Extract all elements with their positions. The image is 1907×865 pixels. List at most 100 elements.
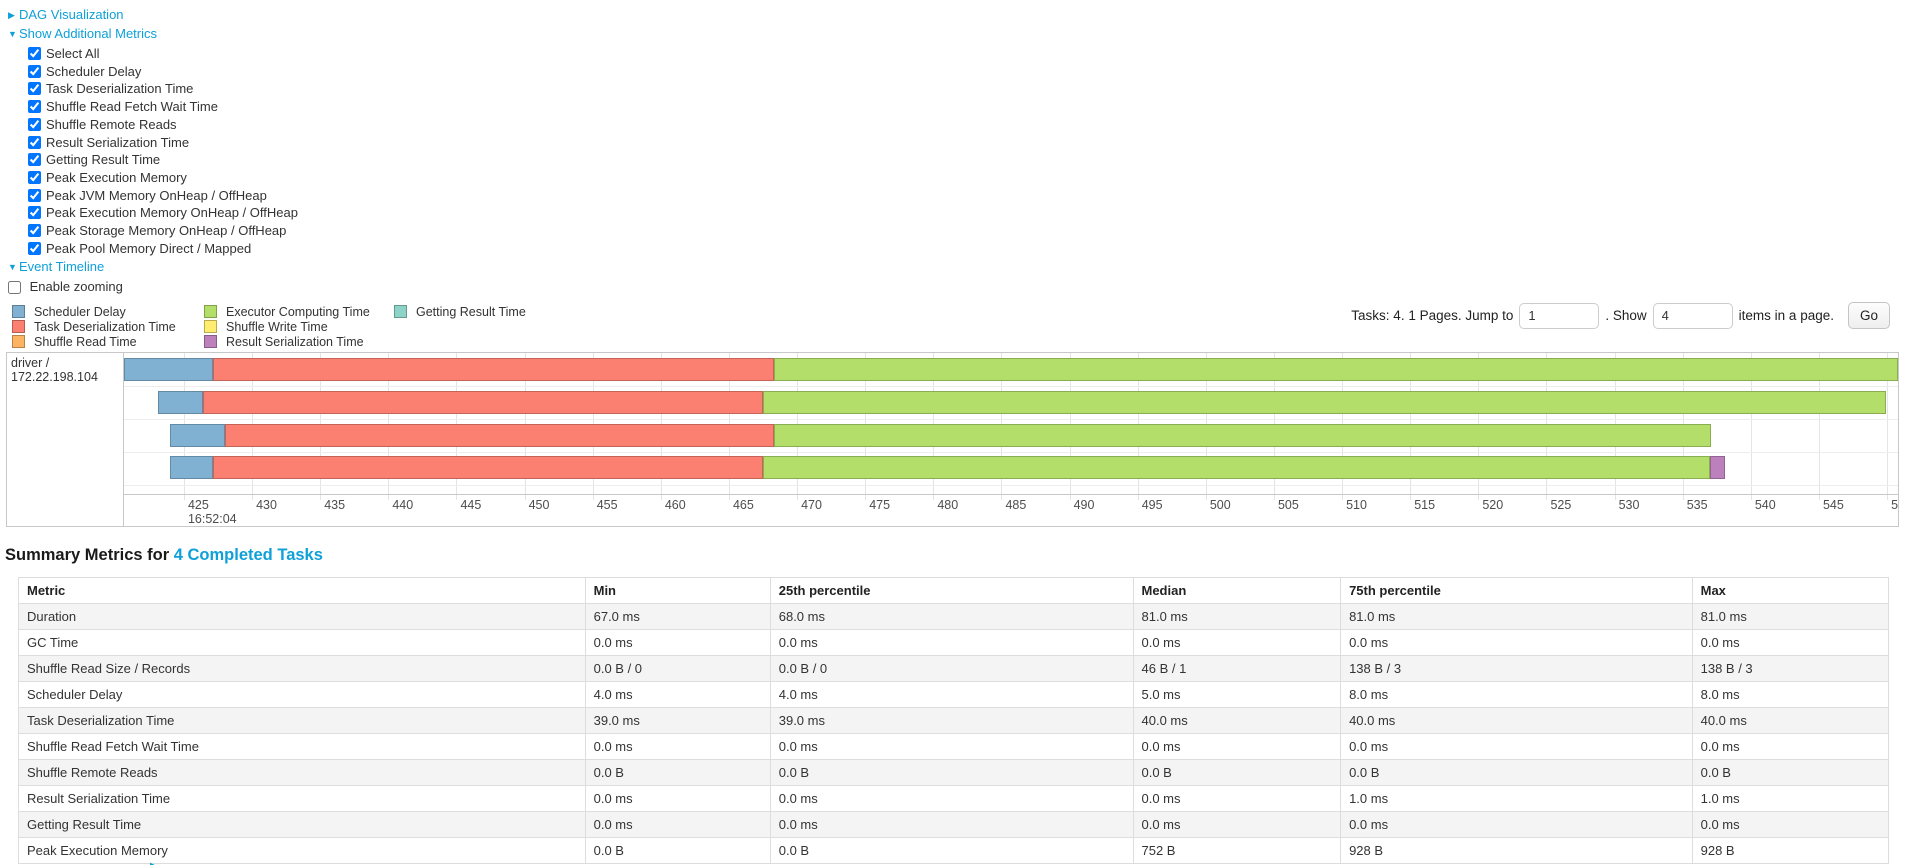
axis-gridline <box>1750 353 1752 501</box>
metric-value-cell: 0.0 B <box>584 837 771 865</box>
timeline-segment-task-deserialization-time[interactable] <box>212 456 763 480</box>
metric-checkbox[interactable] <box>28 64 41 78</box>
axis-tick-label: 475 <box>869 498 891 513</box>
metric-checkbox[interactable] <box>28 206 41 220</box>
axis-tick-label: 450 <box>528 498 550 513</box>
metric-value-cell: 0.0 ms <box>1340 811 1693 839</box>
metric-value-cell: 40.0 ms <box>1340 707 1693 735</box>
metric-checkbox[interactable] <box>28 100 41 114</box>
timeline-segment-task-deserialization-time[interactable] <box>203 391 764 415</box>
timeline-segment-scheduler-delay[interactable] <box>158 391 204 415</box>
legend-swatch <box>204 305 217 319</box>
timeline-segment-executor-computing-time[interactable] <box>773 424 1712 448</box>
metric-name-cell: GC Time <box>18 629 586 657</box>
jump-to-page-input[interactable] <box>1519 302 1600 329</box>
metric-checkbox-row: Peak Execution Memory OnHeap / OffHeap <box>28 204 1899 222</box>
metric-checkbox[interactable] <box>28 117 41 131</box>
legend-column: Getting Result Time <box>394 304 526 349</box>
enable-zooming-label: Enable zooming <box>29 279 123 295</box>
table-header-cell: Min <box>584 577 771 605</box>
metric-checkbox-row: Peak Pool Memory Direct / Mapped <box>28 240 1899 258</box>
metric-value-cell: 0.0 ms <box>1132 733 1342 761</box>
metric-checkbox-row: Getting Result Time <box>28 151 1899 169</box>
additional-metrics-checkbox-list: Select All Scheduler Delay Task Deserializ… <box>28 45 1899 257</box>
metric-value-cell: 0.0 B <box>769 759 1134 787</box>
metric-checkbox[interactable] <box>28 47 41 61</box>
timeline-segment-scheduler-delay[interactable] <box>124 358 213 382</box>
show-additional-metrics-label: Show Additional Metrics <box>19 26 158 41</box>
event-timeline-chart: driver / 172.22.198.104 425 430 435 440 445 4… <box>6 352 1899 528</box>
legend-label: Getting Result Time <box>416 304 526 319</box>
axis-tick-label: 545 <box>1822 498 1844 513</box>
metric-value-cell: 0.0 ms <box>769 785 1134 813</box>
axis-tick-label: 515 <box>1414 498 1436 513</box>
timeline-segment-result-serialization-time[interactable] <box>1709 456 1725 480</box>
row-separator <box>124 485 1898 487</box>
legend-item: Scheduler Delay <box>12 304 204 319</box>
metric-checkbox[interactable] <box>28 170 41 184</box>
controls-panel: ▶ DAG Visualization ▼ Show Additional Metr… <box>0 0 1907 296</box>
metric-value-cell: 0.0 ms <box>769 811 1134 839</box>
metric-checkbox-label: Shuffle Remote Reads <box>46 116 177 132</box>
metric-value-cell: 4.0 ms <box>769 681 1134 709</box>
metric-name-cell: Shuffle Read Fetch Wait Time <box>18 733 586 761</box>
timeline-segment-executor-computing-time[interactable] <box>763 391 1886 415</box>
metric-value-cell: 0.0 ms <box>1691 629 1890 657</box>
dag-visualization-label: DAG Visualization <box>19 7 124 22</box>
metric-value-cell: 0.0 ms <box>1691 733 1890 761</box>
axis-start-time-label: 16:52:04 <box>187 512 237 527</box>
items-per-page-input[interactable] <box>1652 302 1733 329</box>
metric-value-cell: 752 B <box>1132 837 1342 865</box>
timeline-plot-area: 425 430 435 440 445 450 455 460 465 470 475 480 485 4… <box>124 353 1898 526</box>
completed-tasks-link[interactable]: 4 Completed Tasks <box>173 546 323 565</box>
show-additional-metrics-toggle[interactable]: ▼ Show Additional Metrics <box>8 26 157 41</box>
legend-label: Shuffle Read Time <box>34 334 137 349</box>
legend-swatch <box>12 335 25 349</box>
axis-tick-label: 470 <box>801 498 822 513</box>
metric-name-cell: Result Serialization Time <box>18 785 586 813</box>
metric-value-cell: 0.0 ms <box>1340 629 1693 657</box>
metric-name-cell: Scheduler Delay <box>18 681 586 709</box>
timeline-segment-executor-computing-time[interactable] <box>773 358 1898 382</box>
table-row: Result Serialization Time 0.0 ms 0.0 ms 0.0… <box>18 785 1890 813</box>
metric-checkbox[interactable] <box>28 82 41 96</box>
metric-value-cell: 0.0 ms <box>769 629 1134 657</box>
legend-column: Scheduler Delay Task Deserialization Time… <box>12 304 204 349</box>
timeline-segment-task-deserialization-time[interactable] <box>224 424 774 448</box>
metric-value-cell: 1.0 ms <box>1691 785 1890 813</box>
metric-checkbox[interactable] <box>28 224 41 238</box>
timeline-segment-scheduler-delay[interactable] <box>170 424 225 448</box>
metric-checkbox-row: Shuffle Remote Reads <box>28 116 1899 134</box>
metric-value-cell: 0.0 ms <box>1691 811 1890 839</box>
metric-checkbox[interactable] <box>28 135 41 149</box>
go-button[interactable]: Go <box>1847 302 1890 330</box>
metric-checkbox[interactable] <box>28 241 41 255</box>
expanded-arrow-icon: ▼ <box>8 29 17 39</box>
metric-checkbox-label: Select All <box>46 46 100 61</box>
dag-visualization-toggle[interactable]: ▶ DAG Visualization <box>8 7 124 22</box>
metric-value-cell: 0.0 B / 0 <box>769 655 1134 683</box>
legend-label: Result Serialization Time <box>226 334 364 349</box>
timeline-group-label: driver / 172.22.198.104 <box>7 353 124 527</box>
metric-checkbox[interactable] <box>28 188 41 202</box>
legend-label: Shuffle Write Time <box>226 319 328 334</box>
axis-tick-label: 530 <box>1618 498 1640 513</box>
timeline-segment-task-deserialization-time[interactable] <box>212 358 774 382</box>
legend-swatch <box>12 305 25 319</box>
enable-zooming-checkbox[interactable] <box>8 280 21 294</box>
metric-name-cell: Getting Result Time <box>18 811 586 839</box>
metric-checkbox-row: Peak Execution Memory <box>28 169 1899 187</box>
metric-value-cell: 0.0 ms <box>584 811 771 839</box>
timeline-segment-executor-computing-time[interactable] <box>763 456 1710 480</box>
legend-item: Shuffle Write Time <box>204 319 394 334</box>
metric-value-cell: 0.0 ms <box>584 733 771 761</box>
timeline-segment-scheduler-delay[interactable] <box>170 456 213 480</box>
legend-label: Executor Computing Time <box>226 304 370 319</box>
metric-value-cell: 40.0 ms <box>1132 707 1342 735</box>
table-row: Getting Result Time 0.0 ms 0.0 ms 0.0 ms 0.0… <box>18 811 1890 839</box>
event-timeline-toggle[interactable]: ▼ Event Timeline <box>8 259 104 274</box>
metric-value-cell: 81.0 ms <box>1691 603 1890 631</box>
metric-checkbox-row: Peak Storage Memory OnHeap / OffHeap <box>28 222 1899 240</box>
timeline-legend-bar: Scheduler Delay Task Deserialization Time… <box>0 302 1907 350</box>
metric-checkbox[interactable] <box>28 153 41 167</box>
